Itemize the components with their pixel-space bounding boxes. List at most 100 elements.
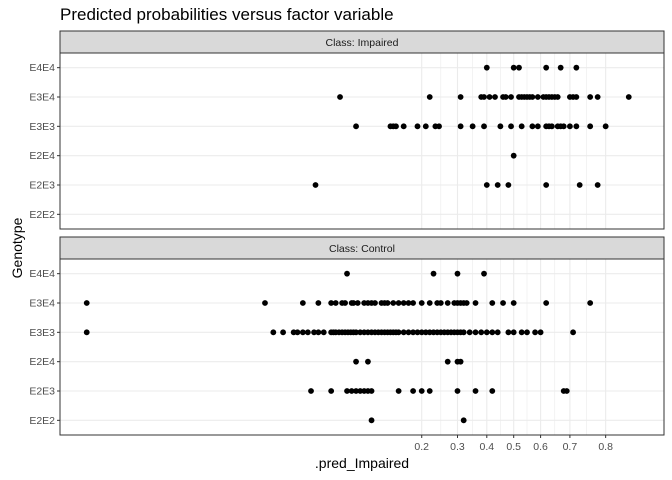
data-point	[573, 94, 580, 100]
data-point	[489, 329, 496, 336]
data-point	[518, 329, 525, 336]
panel-background	[60, 259, 664, 435]
data-point	[270, 329, 277, 336]
data-point	[437, 300, 444, 306]
data-point	[395, 388, 402, 394]
data-point	[516, 64, 522, 71]
y-tick-label: E4E4	[29, 62, 55, 74]
data-point	[489, 300, 496, 306]
data-point	[444, 300, 451, 306]
data-point	[505, 182, 512, 188]
data-point	[414, 329, 421, 336]
data-point	[299, 329, 306, 336]
data-point	[472, 300, 479, 306]
data-point	[472, 329, 479, 336]
data-point	[472, 388, 479, 394]
data-point	[560, 123, 567, 130]
data-point	[337, 94, 343, 100]
x-tick-label: 0.5	[506, 441, 521, 453]
data-point	[400, 123, 407, 130]
chart-title: Predicted probabilities versus factor va…	[60, 5, 394, 24]
data-point	[576, 182, 583, 188]
data-point	[494, 182, 501, 188]
data-point	[457, 123, 464, 130]
data-point	[489, 388, 496, 394]
data-point	[365, 358, 371, 365]
data-point	[534, 94, 541, 100]
data-point	[510, 300, 517, 306]
data-point	[395, 300, 402, 306]
data-point	[563, 388, 570, 394]
y-tick-label: E2E3	[29, 180, 55, 192]
data-point	[405, 300, 412, 306]
data-point	[426, 300, 433, 306]
data-point	[344, 270, 350, 277]
data-point	[83, 300, 90, 306]
data-point	[587, 94, 594, 100]
data-point	[315, 329, 322, 336]
data-point	[486, 94, 493, 100]
data-point	[510, 152, 517, 159]
data-point	[304, 329, 311, 336]
data-point	[481, 270, 487, 277]
data-point	[436, 123, 442, 130]
data-point	[466, 329, 473, 336]
y-tick-label: E2E2	[29, 415, 55, 427]
data-point	[594, 182, 601, 188]
y-tick-label: E2E4	[29, 356, 55, 368]
data-point	[483, 64, 490, 71]
y-tick-label: E2E2	[29, 209, 55, 221]
data-point	[320, 329, 327, 336]
y-tick-label: E3E4	[29, 298, 55, 310]
data-point	[353, 123, 359, 130]
data-point	[410, 329, 417, 336]
panel-background	[60, 53, 664, 229]
data-point	[529, 123, 536, 130]
data-point	[508, 123, 514, 130]
data-point	[312, 182, 319, 188]
data-point	[543, 300, 550, 306]
data-point	[405, 329, 412, 336]
x-axis-label: .pred_Impaired	[314, 455, 410, 471]
data-point	[457, 94, 464, 100]
data-point	[510, 64, 517, 71]
y-tick-label: E2E3	[29, 386, 55, 398]
data-point	[481, 94, 487, 100]
data-point	[444, 358, 451, 365]
data-point	[543, 64, 550, 71]
data-point	[463, 300, 470, 306]
x-tick-label: 0.3	[450, 441, 465, 453]
data-point	[543, 182, 550, 188]
data-point	[353, 329, 359, 336]
data-point	[460, 329, 467, 336]
data-point	[294, 329, 301, 336]
data-point	[500, 300, 506, 306]
data-point	[262, 300, 268, 306]
data-point	[573, 123, 580, 130]
y-tick-label: E4E4	[29, 268, 55, 280]
data-point	[400, 329, 407, 336]
data-point	[410, 388, 417, 394]
data-point	[554, 94, 561, 100]
data-point	[494, 329, 501, 336]
data-point	[457, 358, 464, 365]
data-point	[418, 388, 425, 394]
data-point	[548, 123, 555, 130]
data-point	[570, 329, 576, 336]
data-point	[508, 94, 514, 100]
data-point	[478, 329, 485, 336]
data-point	[311, 329, 317, 336]
data-point	[483, 329, 490, 336]
data-point	[454, 388, 461, 394]
data-point	[400, 300, 407, 306]
y-tick-label: E3E4	[29, 92, 55, 104]
x-tick-label: 0.6	[533, 441, 548, 453]
data-point	[83, 329, 90, 336]
data-point	[481, 123, 487, 130]
y-axis-label-box: Genotype	[2, 205, 26, 295]
data-point	[328, 388, 335, 394]
data-point	[280, 329, 286, 336]
data-point	[414, 123, 421, 130]
